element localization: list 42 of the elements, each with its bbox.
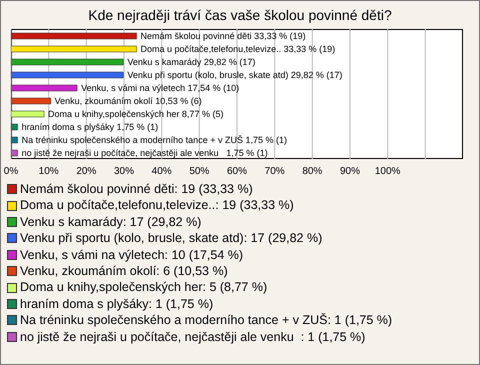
bar	[11, 58, 124, 66]
text: Nemám školou povinné děti: 19 (33,33 %)	[20, 181, 253, 198]
x-tick-label: 70%	[264, 166, 285, 178]
x-tick-label: 80%	[302, 166, 322, 178]
text: Doma u počítače,telefonu,televize..: 19 (33,33 %)	[20, 197, 294, 214]
category-label: no jistě že nejraši u počítače, nejčastěji ale venku 1,75 % (1)	[22, 148, 268, 158]
bar	[11, 84, 78, 92]
bar	[11, 32, 137, 40]
category-label: Doma u počítače,telefonu,televize.. 33,33 % (19)	[140, 44, 336, 54]
bar	[11, 98, 51, 104]
text: Doma u knihy,společenských her: 5 (8,77 %)	[20, 279, 268, 296]
x-tick-label: 30%	[114, 166, 134, 178]
category-label: Venku s kamarády 29,82 % (17)	[127, 57, 256, 67]
text: Venku, s vámi na výletech: 10 (17,54 %)	[20, 246, 244, 264]
x-tick-label: 20%	[76, 166, 96, 178]
bar	[11, 136, 18, 144]
text: Venku při sportu (kolo, brusle, skate atd): 17 (29,82 %)	[20, 230, 322, 247]
category-label: hraním doma s plyšáky 1,75 % (1)	[22, 122, 158, 132]
text: Na tréninku společenského a moderního tance + v ZUŠ: 1 (1,75 %)	[20, 312, 392, 329]
text: hraním doma s plyšáky: 1 (1,75 %)	[20, 296, 214, 312]
text: Venku, zkoumáním okolí: 6 (10,53 %)	[20, 263, 228, 280]
x-tick-label: 60%	[226, 166, 248, 178]
bar	[11, 110, 44, 118]
x-tick-label: 0%	[4, 166, 18, 178]
text: no jistě že nejraši u počítače, nejčastěji ale venku : 1 (1,75 %)	[20, 328, 366, 346]
x-tick-label: 40%	[152, 166, 172, 178]
bar	[11, 72, 124, 78]
category-label: Na tréninku společenského a moderního tance + v ZUŠ 1,75 % (1)	[22, 135, 287, 145]
bar	[11, 124, 18, 130]
text: Venku s kamarády: 17 (29,82 %)	[20, 214, 202, 230]
x-tick-label: 100%	[374, 166, 401, 178]
category-label: Venku, s vámi na výletech 17,54 % (10)	[81, 83, 240, 93]
category-label: Venku při sportu (kolo, brusle, skate atd) 29,82 % (17)	[127, 70, 342, 80]
x-tick-label: 10%	[38, 166, 59, 178]
category-label: Doma u knihy,společenských her 8,77 % (5)	[48, 109, 224, 119]
x-tick-label: 90%	[340, 166, 360, 178]
category-label: Venku, zkoumáním okolí 10,53 % (6)	[54, 96, 202, 106]
x-tick-label: 50%	[189, 166, 210, 178]
bar	[11, 46, 137, 52]
chart-title: Kde nejraději tráví čas vaše školou povinné děti?	[87, 7, 393, 23]
bar	[11, 150, 18, 156]
category-label: Nemám školou povinné děti 33,33 % (19)	[140, 31, 306, 41]
